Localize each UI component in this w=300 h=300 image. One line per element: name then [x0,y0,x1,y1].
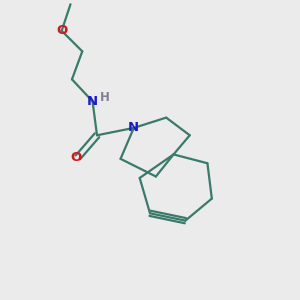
Text: H: H [100,92,110,104]
Text: O: O [71,151,82,164]
Text: O: O [56,24,67,37]
Text: N: N [87,95,98,108]
Text: N: N [128,122,140,134]
